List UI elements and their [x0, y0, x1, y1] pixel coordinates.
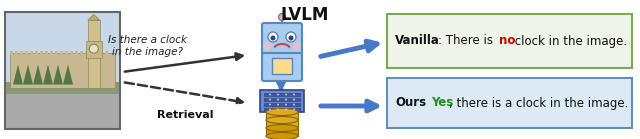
Polygon shape: [53, 65, 63, 85]
Text: , there is a clock in the image.: , there is a clock in the image.: [449, 96, 628, 110]
Text: : There is: : There is: [438, 34, 497, 48]
Circle shape: [277, 104, 279, 106]
Text: Is there a clock
in the image?: Is there a clock in the image?: [109, 35, 188, 57]
Ellipse shape: [266, 116, 298, 123]
FancyBboxPatch shape: [264, 108, 300, 111]
FancyBboxPatch shape: [266, 128, 298, 136]
Polygon shape: [43, 65, 53, 85]
FancyBboxPatch shape: [266, 120, 298, 128]
Circle shape: [277, 99, 279, 100]
Circle shape: [269, 109, 271, 111]
Circle shape: [269, 94, 271, 95]
Circle shape: [285, 94, 287, 95]
FancyBboxPatch shape: [262, 23, 302, 55]
FancyBboxPatch shape: [105, 51, 108, 55]
Polygon shape: [88, 14, 100, 20]
FancyBboxPatch shape: [5, 88, 120, 129]
FancyBboxPatch shape: [30, 51, 33, 55]
Ellipse shape: [266, 132, 298, 139]
FancyBboxPatch shape: [5, 82, 120, 94]
Text: Yes: Yes: [431, 96, 453, 110]
Circle shape: [277, 109, 279, 111]
Circle shape: [286, 32, 296, 42]
Text: no: no: [499, 34, 515, 48]
Circle shape: [285, 109, 287, 111]
Text: Vanilla: Vanilla: [395, 34, 440, 48]
Text: clock in the image.: clock in the image.: [511, 34, 627, 48]
Circle shape: [289, 35, 294, 40]
Ellipse shape: [266, 125, 298, 131]
FancyBboxPatch shape: [100, 51, 103, 55]
Polygon shape: [13, 65, 23, 85]
Circle shape: [90, 44, 99, 53]
Text: LVLM: LVLM: [281, 6, 329, 24]
Circle shape: [269, 104, 271, 106]
FancyBboxPatch shape: [40, 51, 43, 55]
Polygon shape: [33, 65, 43, 85]
FancyBboxPatch shape: [387, 14, 632, 68]
FancyBboxPatch shape: [264, 98, 300, 101]
Circle shape: [285, 99, 287, 100]
FancyBboxPatch shape: [5, 12, 120, 129]
Circle shape: [285, 104, 287, 106]
Text: Ours: Ours: [395, 96, 426, 110]
Circle shape: [293, 94, 295, 95]
FancyBboxPatch shape: [90, 51, 93, 55]
FancyBboxPatch shape: [260, 90, 304, 112]
FancyBboxPatch shape: [264, 103, 300, 106]
FancyBboxPatch shape: [35, 51, 38, 55]
FancyBboxPatch shape: [25, 51, 28, 55]
FancyBboxPatch shape: [20, 51, 23, 55]
FancyBboxPatch shape: [262, 53, 302, 81]
FancyBboxPatch shape: [15, 51, 18, 55]
Circle shape: [277, 94, 279, 95]
FancyBboxPatch shape: [65, 51, 68, 55]
FancyBboxPatch shape: [10, 51, 13, 55]
FancyBboxPatch shape: [95, 51, 98, 55]
Circle shape: [263, 42, 271, 50]
FancyBboxPatch shape: [50, 51, 53, 55]
Text: :: :: [420, 96, 428, 110]
FancyBboxPatch shape: [387, 78, 632, 128]
Circle shape: [269, 99, 271, 100]
Polygon shape: [63, 65, 73, 85]
Circle shape: [293, 109, 295, 111]
Circle shape: [278, 13, 285, 20]
Circle shape: [293, 104, 295, 106]
FancyBboxPatch shape: [266, 112, 298, 120]
FancyBboxPatch shape: [60, 51, 63, 55]
Text: Retrieval: Retrieval: [157, 110, 213, 120]
FancyBboxPatch shape: [45, 51, 48, 55]
Ellipse shape: [266, 109, 298, 116]
FancyBboxPatch shape: [85, 51, 88, 55]
FancyBboxPatch shape: [264, 93, 300, 96]
Circle shape: [268, 32, 278, 42]
FancyBboxPatch shape: [70, 51, 73, 55]
FancyBboxPatch shape: [88, 20, 100, 88]
Circle shape: [293, 99, 295, 100]
FancyBboxPatch shape: [86, 41, 102, 58]
FancyBboxPatch shape: [10, 53, 115, 88]
FancyBboxPatch shape: [55, 51, 58, 55]
FancyBboxPatch shape: [272, 58, 292, 74]
Polygon shape: [23, 65, 33, 85]
FancyBboxPatch shape: [75, 51, 78, 55]
Circle shape: [293, 42, 301, 50]
Circle shape: [271, 35, 275, 40]
FancyBboxPatch shape: [80, 51, 83, 55]
